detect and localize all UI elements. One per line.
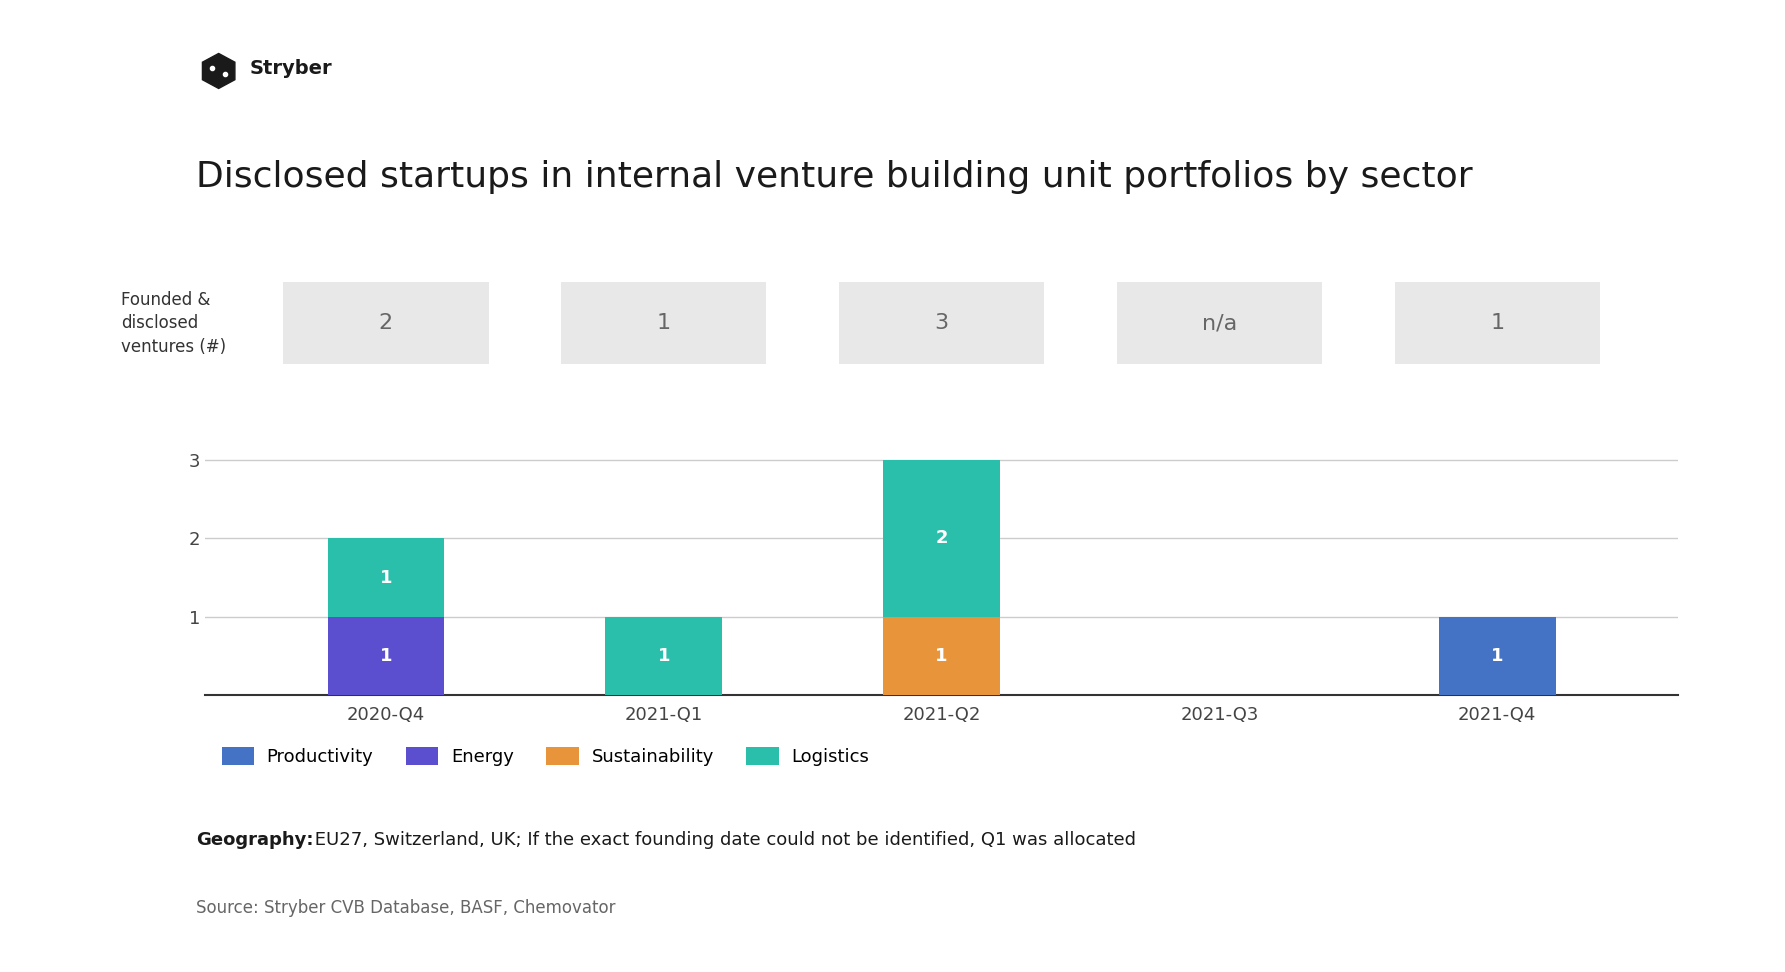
Text: Founded &
disclosed
ventures (#): Founded & disclosed ventures (#) (121, 291, 227, 356)
Text: 1: 1 (657, 313, 671, 333)
Text: 1: 1 (380, 569, 393, 586)
Text: Stryber: Stryber (250, 58, 332, 78)
Text: 1: 1 (657, 646, 669, 665)
Text: 1: 1 (1490, 313, 1505, 333)
Text: 1: 1 (1490, 646, 1503, 665)
Text: Geography:: Geography: (196, 831, 314, 850)
Polygon shape (202, 53, 236, 88)
Bar (605, 616, 723, 695)
Bar (884, 460, 1000, 616)
Text: 2: 2 (935, 530, 948, 547)
Text: Source: Stryber CVB Database, BASF, Chemovator: Source: Stryber CVB Database, BASF, Chem… (196, 899, 616, 918)
Text: n/a: n/a (1201, 313, 1237, 333)
Bar (884, 616, 1000, 695)
Legend: Productivity, Energy, Sustainability, Logistics: Productivity, Energy, Sustainability, Lo… (214, 740, 876, 774)
Bar (327, 616, 444, 695)
Text: 1: 1 (380, 646, 393, 665)
Text: 3: 3 (935, 313, 948, 333)
Text: EU27, Switzerland, UK; If the exact founding date could not be identified, Q1 wa: EU27, Switzerland, UK; If the exact foun… (309, 831, 1135, 850)
Bar (327, 538, 444, 616)
Bar (1439, 616, 1557, 695)
Text: 1: 1 (935, 646, 948, 665)
Text: Disclosed startups in internal venture building unit portfolios by sector: Disclosed startups in internal venture b… (196, 160, 1473, 194)
Text: 2: 2 (378, 313, 393, 333)
